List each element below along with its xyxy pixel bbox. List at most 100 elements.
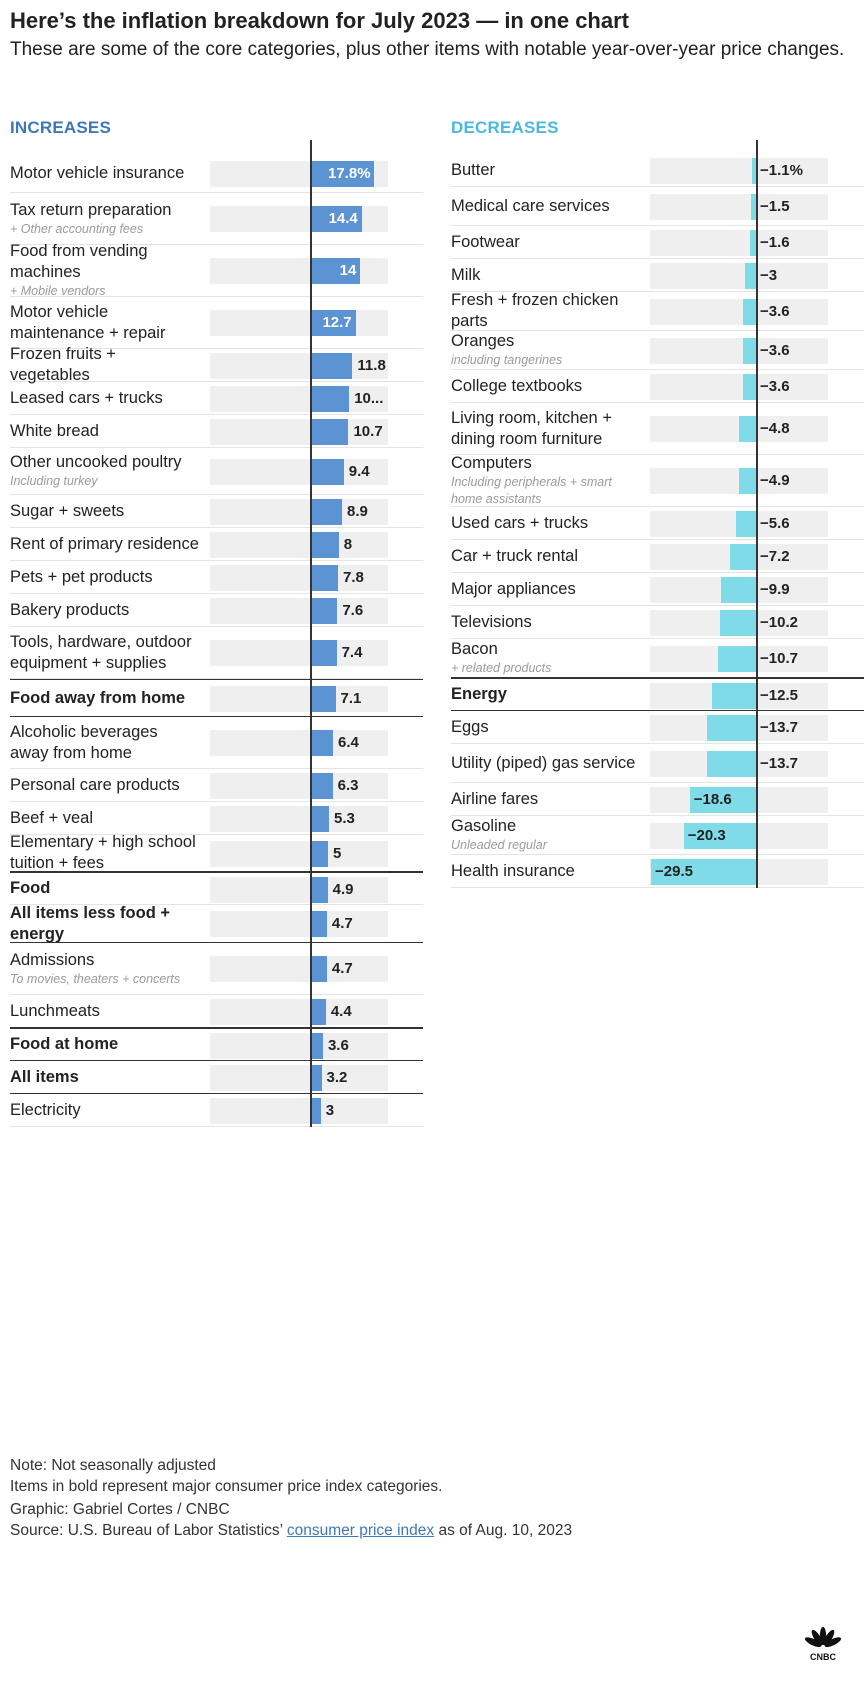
value-label: −29.5	[655, 862, 693, 880]
category-name: Fresh + frozen chicken parts	[451, 291, 619, 330]
bar-track	[210, 310, 388, 336]
row-food: Food 4.9	[10, 872, 423, 905]
category-note: Unleaded regular	[451, 838, 547, 852]
value-label: 14.4	[328, 210, 358, 227]
bar-televisions	[719, 609, 756, 636]
row-airline-fares: Airline fares −18.6	[451, 783, 864, 816]
bar-track	[650, 373, 828, 400]
row-label: Electricity	[10, 1094, 200, 1126]
category-name: Food	[10, 879, 51, 897]
bar-track	[210, 686, 388, 712]
row-label: Gasoline Unleaded regular	[451, 816, 641, 854]
row-eggs: Eggs −13.7	[451, 711, 864, 744]
value-label: −13.7	[760, 754, 798, 772]
row-label: Bacon + related products	[451, 639, 641, 677]
row-label: Food	[10, 873, 200, 904]
bar-lunchmeats	[310, 998, 326, 1025]
bar-food-from-vending-machines	[310, 258, 361, 284]
category-name: Motor vehicle maintenance + repair	[10, 302, 166, 342]
bar-track	[210, 385, 388, 412]
value-label: −20.3	[687, 826, 726, 844]
value-label: 7.8	[343, 568, 364, 586]
row-other-uncooked-poultry: Other uncooked poultry Including turkey 9.…	[10, 448, 423, 495]
category-name: Leased cars + trucks	[10, 388, 163, 407]
row-energy: Energy −12.5	[451, 678, 864, 711]
bar-bacon	[717, 645, 756, 672]
row-label: Bakery products	[10, 594, 200, 626]
row-motor-vehicle-maintenance-repair: Motor vehicle maintenance + repair 12.7	[10, 297, 423, 349]
category-name: Tools, hardware, outdoor equipment + sup…	[10, 632, 192, 672]
category-name: Lunchmeats	[10, 1001, 100, 1020]
row-medical-care-services: Medical care services −1.5	[451, 187, 864, 226]
row-label: White bread	[10, 415, 200, 447]
row-electricity: Electricity 3	[10, 1094, 423, 1127]
category-name: Airline fares	[451, 789, 539, 808]
value-label: −18.6	[693, 790, 732, 808]
row-label: Elementary + high school tuition + fees	[10, 833, 200, 872]
category-name: Oranges	[451, 332, 515, 350]
value-label: 4.9	[332, 880, 354, 898]
bar-fresh-frozen-chicken-parts	[743, 298, 756, 325]
bar-track	[210, 564, 388, 591]
bar-major-appliances	[720, 576, 756, 603]
row-label: Major appliances	[451, 573, 641, 605]
category-name: Health insurance	[451, 861, 575, 880]
category-note: + Other accounting fees	[10, 221, 144, 236]
bar-track	[650, 157, 828, 184]
bar-energy	[711, 682, 756, 709]
value-label: −7.2	[760, 547, 790, 565]
value-label: 4.7	[331, 960, 353, 977]
bar-car-truck-rental	[730, 543, 756, 570]
decreases-column: DECREASES Butter −1.1% Medical care servic…	[451, 118, 864, 888]
row-label: Rent of primary residence	[10, 528, 200, 560]
category-name: Food at home	[10, 1035, 119, 1053]
value-label: 3.2	[326, 1068, 348, 1086]
source-link[interactable]: consumer price index	[286, 1522, 435, 1539]
category-name: Gasoline	[451, 817, 517, 835]
category-note: including tangerines	[451, 353, 563, 367]
value-label: −4.8	[760, 420, 790, 437]
row-food-at-home: Food at home 3.6	[10, 1028, 423, 1061]
row-label: Health insurance	[451, 855, 641, 887]
row-food-from-vending-machines: Food from vending machines + Mobile vendo…	[10, 242, 423, 298]
row-food-away-from-home: Food away from home 7.1	[10, 679, 423, 717]
bar-elementary-high-school-tuition-fees	[310, 840, 328, 867]
row-college-textbooks: College textbooks −3.6	[451, 370, 864, 403]
bar-food-at-home	[310, 1032, 323, 1059]
bar-tax-return-preparation	[310, 206, 362, 232]
row-label: Eggs	[451, 711, 641, 743]
row-label: Energy	[451, 679, 641, 710]
row-label: Frozen fruits + vegetables	[10, 345, 200, 384]
bar-computers	[738, 468, 756, 494]
value-label: −10.2	[760, 613, 798, 631]
category-name: Utility (piped) gas service	[451, 753, 636, 772]
row-milk: Milk −3	[451, 259, 864, 292]
bar-track	[210, 458, 388, 485]
category-name: Bacon	[451, 640, 498, 658]
row-label: All items less food + energy	[10, 904, 200, 943]
row-motor-vehicle-insurance: Motor vehicle insurance 17.8%	[10, 154, 423, 193]
value-label: 7.6	[342, 601, 364, 619]
bar-track	[210, 531, 388, 558]
source-prefix: Source: U.S. Bureau of Labor Statistics’	[10, 1522, 287, 1539]
bar-track	[650, 193, 828, 220]
row-label: Admissions To movies, theaters + concerts	[10, 943, 200, 994]
row-personal-care-products: Personal care products 6.3	[10, 769, 423, 802]
bar-track	[210, 1064, 388, 1091]
value-label: 5.3	[334, 809, 355, 827]
row-admissions: Admissions To movies, theaters + concerts…	[10, 943, 423, 995]
category-note: + Mobile vendors	[10, 284, 106, 298]
value-label: −1.5	[760, 197, 790, 215]
value-label: −12.5	[760, 686, 798, 704]
category-name: College textbooks	[451, 376, 583, 395]
value-label: −1.6	[760, 233, 790, 251]
row-label: Motor vehicle insurance	[10, 154, 200, 192]
category-name: Tax return preparation	[10, 200, 172, 219]
row-elementary-high-school-tuition-fees: Elementary + high school tuition + fees 5	[10, 833, 423, 872]
row-frozen-fruits-vegetables: Frozen fruits + vegetables 11.8	[10, 345, 423, 384]
bar-gasoline	[683, 822, 756, 849]
category-name: Bakery products	[10, 600, 130, 619]
row-oranges: Oranges including tangerines −3.6	[451, 331, 864, 370]
bar-track	[210, 805, 388, 832]
category-name: Medical care services	[451, 196, 610, 215]
